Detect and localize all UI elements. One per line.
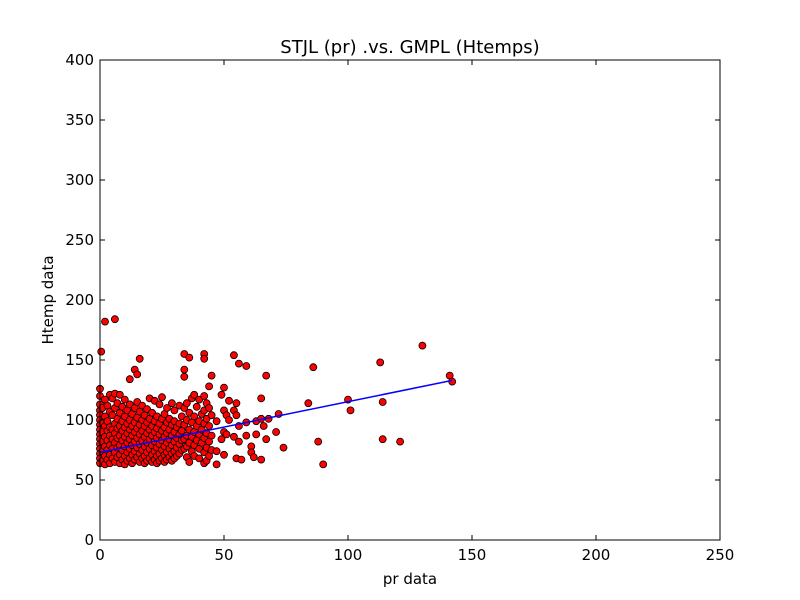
scatter-point <box>163 404 171 412</box>
scatter-point <box>346 406 355 415</box>
scatter-point <box>101 317 109 326</box>
scatter-point <box>207 411 216 420</box>
scatter-point <box>212 447 221 456</box>
scatter-point <box>232 411 241 420</box>
scatter-point <box>170 406 179 415</box>
scatter-point <box>182 399 191 408</box>
scatter-point <box>257 394 266 403</box>
y-tick-label: 200 <box>65 291 94 309</box>
scatter-point <box>225 416 233 424</box>
scatter-point <box>262 435 271 444</box>
scatter-point <box>200 354 209 363</box>
y-tick-label: 100 <box>65 411 94 429</box>
scatter-point <box>205 382 214 391</box>
scatter-point <box>217 435 226 444</box>
y-tick-label: 50 <box>75 471 94 489</box>
scatter-point <box>232 399 241 408</box>
y-tick-label: 300 <box>65 171 94 189</box>
y-axis-label: Htemp data <box>39 255 57 344</box>
scatter-point <box>304 399 313 408</box>
scatter-point <box>234 437 243 446</box>
plot-area-frame <box>99 59 721 541</box>
scatter-point <box>135 354 144 363</box>
scatter-point <box>225 396 233 405</box>
x-tick-label: 100 <box>334 546 363 564</box>
scatter-point <box>180 365 189 374</box>
x-tick-label: 50 <box>214 546 233 564</box>
scatter-point <box>378 435 387 444</box>
scatter-point <box>207 371 216 380</box>
scatter-point <box>418 341 427 350</box>
x-tick-label: 0 <box>95 546 105 564</box>
scatter-point <box>120 395 129 404</box>
scatter-point <box>376 358 385 367</box>
scatter-point <box>242 362 251 370</box>
x-tick-label: 250 <box>706 546 735 564</box>
scatter-point <box>212 417 221 426</box>
scatter-point <box>185 353 194 362</box>
scatter-point <box>220 450 228 459</box>
scatter-point <box>242 431 251 440</box>
scatter-point <box>217 390 226 399</box>
scatter-point <box>314 437 323 446</box>
scatter-point <box>309 363 318 372</box>
scatter-point <box>252 430 261 439</box>
scatter-point <box>190 390 199 399</box>
y-tick-label: 400 <box>65 51 94 69</box>
scatter-point <box>279 443 288 452</box>
y-tick-label: 350 <box>65 111 94 129</box>
chart-title: STJL (pr) .vs. GMPL (Htemps) <box>280 37 539 58</box>
scatter-point <box>249 453 258 462</box>
scatter-point <box>195 454 204 463</box>
scatter-point <box>396 437 405 446</box>
x-tick-label: 150 <box>458 546 487 564</box>
scatter-point <box>207 431 216 440</box>
trend-line <box>99 379 453 454</box>
scatter-point <box>212 460 221 469</box>
scatter-point <box>262 371 271 380</box>
scatter-point <box>180 372 189 381</box>
scatter-point <box>125 375 134 384</box>
scatter-point <box>229 351 238 360</box>
y-axis: 0 50 100 150 200 250 300 350 400 <box>65 51 720 549</box>
scatter-point <box>259 422 268 430</box>
scatter-point <box>200 392 209 400</box>
scatter-point <box>220 383 228 392</box>
scatter-point <box>155 400 164 409</box>
y-tick-label: 0 <box>84 531 94 549</box>
scatter-point <box>378 398 387 406</box>
scatter-point <box>272 428 281 436</box>
scatter-point <box>205 404 214 412</box>
scatter-point <box>205 422 214 430</box>
x-axis-label: pr data <box>383 570 437 588</box>
scatter-point <box>167 399 176 408</box>
scatter-point <box>237 455 246 464</box>
x-axis: 0 50 100 150 200 250 <box>95 60 734 564</box>
scatter-point <box>190 412 199 421</box>
scatter-point <box>222 430 231 439</box>
scatter-point <box>97 347 106 356</box>
scatter-point <box>257 455 266 464</box>
scatter-point <box>158 393 166 402</box>
scatter-point <box>185 458 194 466</box>
scatter-point <box>133 370 142 379</box>
y-tick-label: 250 <box>65 231 94 249</box>
y-tick-label: 150 <box>65 351 94 369</box>
scatter-point <box>319 460 328 469</box>
scatter-points <box>96 315 457 469</box>
scatter-point <box>111 315 119 324</box>
scatter-point <box>234 359 243 368</box>
scatter-point <box>229 432 238 441</box>
scatter-point <box>192 402 201 411</box>
scatter-point <box>115 390 124 399</box>
x-tick-label: 200 <box>582 546 611 564</box>
